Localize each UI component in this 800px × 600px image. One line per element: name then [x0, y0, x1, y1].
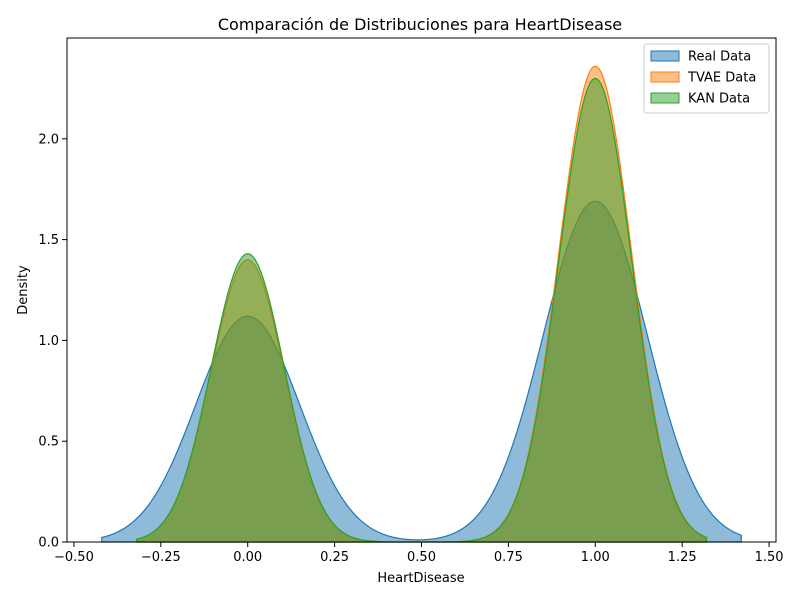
legend: Real Data TVAE Data KAN Data: [643, 43, 770, 114]
y-axis: 0.0 0.5 1.0 1.5 2.0: [38, 132, 67, 551]
x-tick-label: 0.50: [407, 550, 436, 565]
legend-swatch: [650, 92, 680, 104]
legend-swatch: [650, 50, 680, 62]
legend-entries: Real Data TVAE Data KAN Data: [650, 50, 756, 107]
series-layer: [101, 65, 742, 543]
legend-label: Real Data: [688, 50, 751, 65]
y-tick-label: 0.0: [38, 536, 59, 551]
x-tick-label: −0.50: [54, 550, 94, 565]
y-tick-label: 1.0: [38, 334, 59, 349]
x-tick-label: 0.25: [320, 550, 349, 565]
chart-title: Comparación de Distribuciones para Heart…: [218, 15, 622, 34]
x-tick-label: −0.25: [141, 550, 181, 565]
legend-label: KAN Data: [688, 92, 750, 107]
legend-swatch: [650, 71, 680, 83]
x-axis-label: HeartDisease: [377, 571, 464, 586]
y-tick-label: 1.5: [38, 233, 59, 248]
x-axis: −0.50 −0.25 0.00 0.25 0.50 0.75 1.00 1.25 1.50: [54, 542, 784, 565]
x-tick-label: 0.00: [233, 550, 262, 565]
y-tick-label: 0.5: [38, 435, 59, 450]
x-tick-label: 0.75: [494, 550, 523, 565]
y-tick-label: 2.0: [38, 132, 59, 147]
x-tick-label: 1.00: [581, 550, 610, 565]
x-tick-label: 1.25: [668, 550, 697, 565]
y-axis-label: Density: [16, 265, 31, 315]
x-tick-label: 1.50: [755, 550, 784, 565]
legend-label: TVAE Data: [687, 71, 756, 86]
density-area-kan-data: [135, 77, 708, 543]
